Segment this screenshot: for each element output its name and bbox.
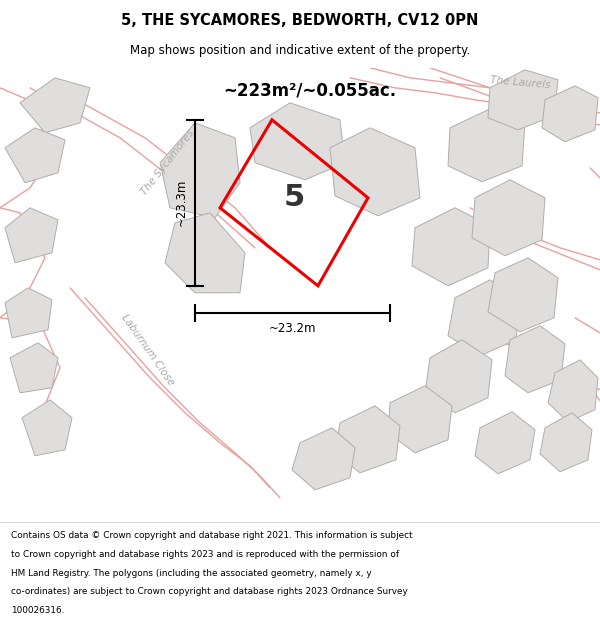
Polygon shape xyxy=(412,208,490,286)
Polygon shape xyxy=(20,78,90,132)
Text: Laburnum Close: Laburnum Close xyxy=(119,312,176,388)
Polygon shape xyxy=(160,122,240,218)
Text: 5, THE SYCAMORES, BEDWORTH, CV12 0PN: 5, THE SYCAMORES, BEDWORTH, CV12 0PN xyxy=(121,12,479,28)
Polygon shape xyxy=(5,288,52,338)
Text: Map shows position and indicative extent of the property.: Map shows position and indicative extent… xyxy=(130,44,470,57)
Polygon shape xyxy=(5,128,65,182)
Polygon shape xyxy=(10,342,58,393)
Text: HM Land Registry. The polygons (including the associated geometry, namely x, y: HM Land Registry. The polygons (includin… xyxy=(11,569,371,578)
Polygon shape xyxy=(448,280,520,356)
Polygon shape xyxy=(542,86,598,142)
Polygon shape xyxy=(472,180,545,256)
Polygon shape xyxy=(548,360,598,422)
Polygon shape xyxy=(22,400,72,456)
Text: Contains OS data © Crown copyright and database right 2021. This information is : Contains OS data © Crown copyright and d… xyxy=(11,531,412,541)
Polygon shape xyxy=(250,102,345,180)
Polygon shape xyxy=(448,110,525,182)
Polygon shape xyxy=(335,406,400,472)
Polygon shape xyxy=(475,412,535,474)
Text: 5: 5 xyxy=(284,183,305,213)
Text: 100026316.: 100026316. xyxy=(11,606,64,615)
Polygon shape xyxy=(388,386,452,452)
Polygon shape xyxy=(5,208,58,262)
Polygon shape xyxy=(505,326,565,393)
Polygon shape xyxy=(425,340,492,412)
Text: ~223m²/~0.055ac.: ~223m²/~0.055ac. xyxy=(223,82,397,100)
Text: to Crown copyright and database rights 2023 and is reproduced with the permissio: to Crown copyright and database rights 2… xyxy=(11,550,399,559)
Text: co-ordinates) are subject to Crown copyright and database rights 2023 Ordnance S: co-ordinates) are subject to Crown copyr… xyxy=(11,588,407,596)
Polygon shape xyxy=(292,428,355,490)
Polygon shape xyxy=(488,258,558,332)
Text: The Sycamores: The Sycamores xyxy=(139,128,197,198)
Text: ~23.3m: ~23.3m xyxy=(175,179,187,226)
Text: ~23.2m: ~23.2m xyxy=(269,322,316,335)
Polygon shape xyxy=(488,70,558,130)
Polygon shape xyxy=(330,128,420,216)
Polygon shape xyxy=(540,412,592,472)
Polygon shape xyxy=(165,213,245,292)
Text: The Laurels: The Laurels xyxy=(490,75,550,91)
